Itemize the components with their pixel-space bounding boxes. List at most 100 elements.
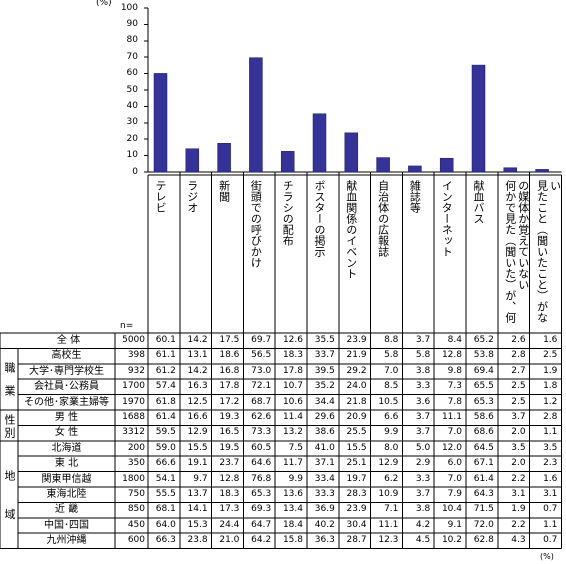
y-tick-label: 70 [126,51,138,62]
cell-value: 3.3 [415,473,431,484]
cell-value: 55.5 [155,489,176,499]
cell-value: 3.5 [543,442,558,453]
cell-value: 1.9 [511,504,526,515]
row-n: 1970 [122,396,145,407]
row-label: 中国･四国 [44,519,89,531]
cell-value: 4.5 [415,535,431,546]
cell-value: 3.5 [511,442,526,453]
y-unit: (%) [96,0,112,8]
y-tick-label: 50 [126,84,138,95]
cell-value: 28.7 [346,535,367,546]
cell-value: 35.2 [314,381,335,392]
y-tick-label: 100 [120,2,138,13]
y-tick-label: 0 [132,166,138,177]
cell-value: 12.9 [378,458,399,469]
cell-value: 58.6 [473,412,494,422]
cell-value: 68.7 [251,396,272,407]
row-n: 1688 [122,412,145,422]
cell-value: 7.9 [447,489,462,499]
cell-value: 2.0 [511,427,526,438]
cell-value: 13.7 [187,489,208,499]
cell-value: 61.8 [155,396,176,407]
cell-value: 24.0 [346,381,367,392]
cell-value: 3.6 [415,396,431,407]
cell-value: 18.6 [219,350,240,361]
cell-value: 61.4 [473,473,494,484]
bar [312,113,327,173]
cell-value: 23.7 [219,458,240,469]
cell-value: 14.2 [187,335,208,345]
cell-value: 56.5 [251,350,272,361]
bar [535,169,549,173]
cell-value: 14.2 [187,365,208,376]
cell-value: 10.6 [282,396,303,407]
category-label: 自治体の広報誌 [376,180,390,257]
y-tick-label: 10 [126,150,138,161]
cell-value: 5.8 [384,350,399,361]
cell-value: 1.8 [543,381,558,392]
cell-value: 30.4 [346,519,367,530]
row-n: 3312 [122,427,145,438]
cell-value: 10.2 [441,535,462,546]
cell-value: 9.7 [193,473,208,484]
cell-value: 2.9 [415,458,431,469]
row-label: 近 畿 [54,504,79,516]
cell-value: 69.4 [473,365,494,376]
cell-value: 68.1 [155,504,176,515]
cell-value: 67.1 [473,458,494,469]
cell-value: 64.5 [473,442,494,453]
category-label: 新聞 [217,180,231,202]
row-label: その他･家業主婦等 [24,396,109,408]
cell-value: 18.4 [282,519,303,530]
cell-value: 5.0 [415,442,431,453]
cell-value: 3.7 [415,427,431,438]
cell-value: 20.9 [346,412,367,422]
cell-value: 64.0 [155,519,176,530]
cell-value: 4.3 [511,535,526,546]
cell-value: 19.3 [219,412,240,422]
cell-value: 28.3 [346,489,367,499]
y-tick-label: 40 [126,100,138,111]
cell-value: 64.3 [473,489,494,499]
row-label: 男 性 [54,412,79,423]
cell-value: 11.1 [378,519,399,530]
cell-value: 60.1 [155,335,176,345]
category-label: インターネット [440,180,454,257]
cell-value: 76.8 [251,473,272,484]
cell-value: 9.1 [447,519,462,530]
y-tick-label: 60 [126,68,138,79]
row-n: 932 [127,365,145,376]
row-n: 5000 [122,335,145,345]
cell-value: 12.9 [187,427,208,438]
cell-value: 3.1 [543,489,558,499]
cell-value: 12.5 [187,396,208,407]
bar [503,167,518,173]
cell-value: 10.7 [282,381,303,392]
group-label: 地域 [3,470,16,547]
cell-value: 8.4 [447,335,462,345]
cell-value: 36.3 [314,535,335,546]
row-n: 850 [127,504,145,515]
cell-value: 3.1 [511,489,526,499]
cell-value: 19.7 [346,473,367,484]
category-label: 雑誌等 [408,180,422,213]
cell-value: 15.8 [282,535,303,546]
cell-value: 4.2 [415,519,431,530]
cell-value: 7.0 [384,365,399,376]
category-label: ポスターの掲示 [313,180,326,257]
cell-value: 61.1 [155,350,176,361]
bar [249,57,263,173]
n-header: n= [120,321,134,331]
cell-value: 7.5 [288,442,303,453]
cell-value: 38.6 [314,427,335,438]
row-n: 398 [127,350,145,361]
cell-value: 11.4 [282,412,303,422]
cell-value: 16.5 [219,427,240,438]
cell-value: 2.8 [543,412,558,422]
cell-value: 39.5 [314,365,335,376]
row-label: 東海北陸 [46,489,87,500]
cell-value: 13.6 [282,489,303,499]
cell-value: 23.8 [187,535,208,546]
cell-value: 7.1 [384,504,399,515]
